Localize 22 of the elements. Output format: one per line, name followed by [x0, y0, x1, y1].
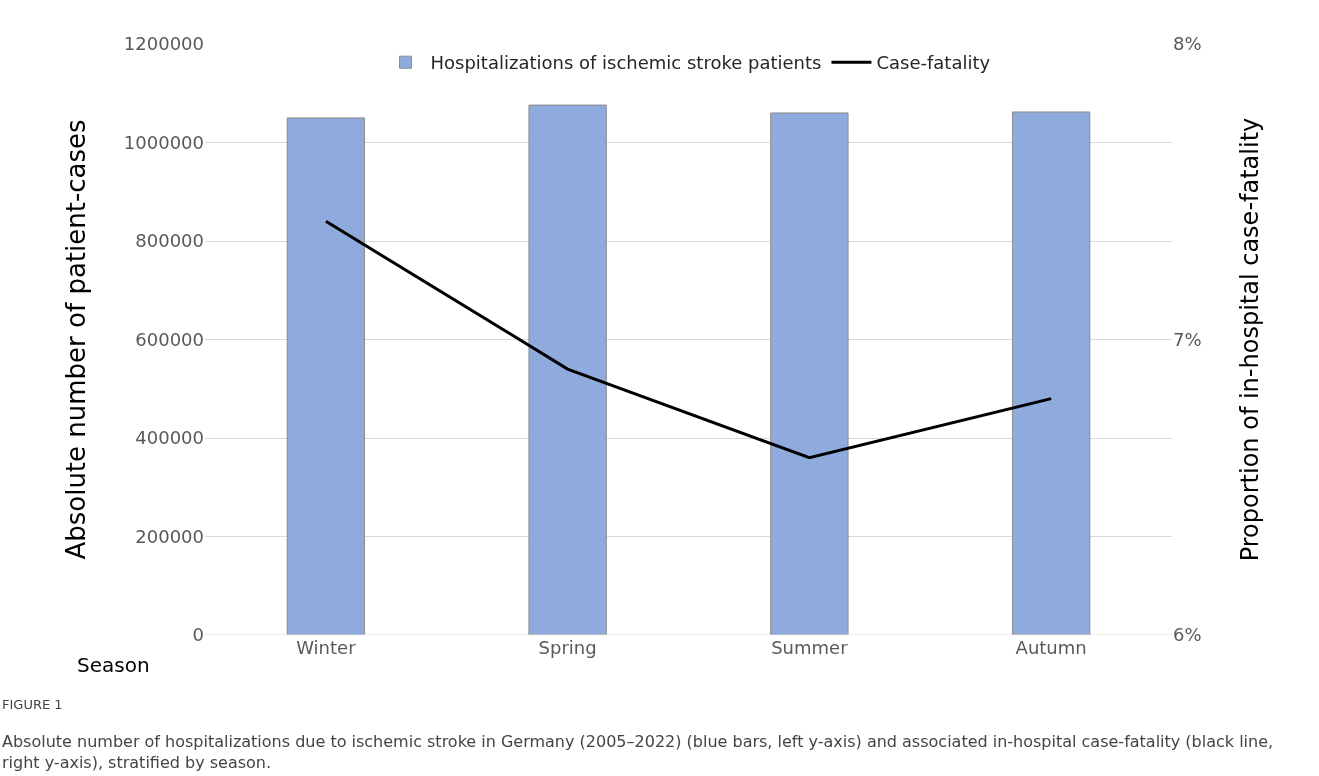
y-tick-label: 0 [192, 624, 204, 646]
y2-tick-label: 7% [1173, 328, 1202, 350]
x-axis-title: Season [77, 653, 150, 677]
line-series [324, 219, 1053, 460]
text: Absolute number of hospitalizations due to ischemic stroke in Germany (2005–2022) (blue bars, left y-axis) and associated in-hospital case-fatality (black line, right y-axis), stratified by season. [2, 732, 1274, 772]
y-tick-label: 1000000 [123, 131, 204, 153]
y-tick-label: 400000 [135, 427, 204, 449]
caption: FIGURE 1 [2, 697, 63, 712]
y-tick-label: 800000 [135, 230, 204, 252]
y2-tick-label: 6% [1173, 624, 1202, 646]
legend-label: Hospitalizations of ischemic stroke patients [430, 52, 822, 74]
y-tick-label: 200000 [135, 525, 204, 547]
y2-tick-label: 8% [1173, 33, 1202, 55]
y-tick-label: 1200000 [123, 33, 204, 55]
y-axis-title: Absolute number of patient-cases [61, 119, 92, 560]
y-tick-label: 600000 [135, 328, 204, 350]
y2-axis-title: Proportion of in-hospital case-fatality [1235, 117, 1264, 562]
legend-label: Case-fatality [876, 52, 991, 74]
x-tick-label: Winter [296, 637, 357, 658]
x-tick-label: Spring [538, 637, 597, 658]
x-tick-label: Autumn [1015, 637, 1087, 658]
x-tick-label: Summer [771, 637, 849, 658]
